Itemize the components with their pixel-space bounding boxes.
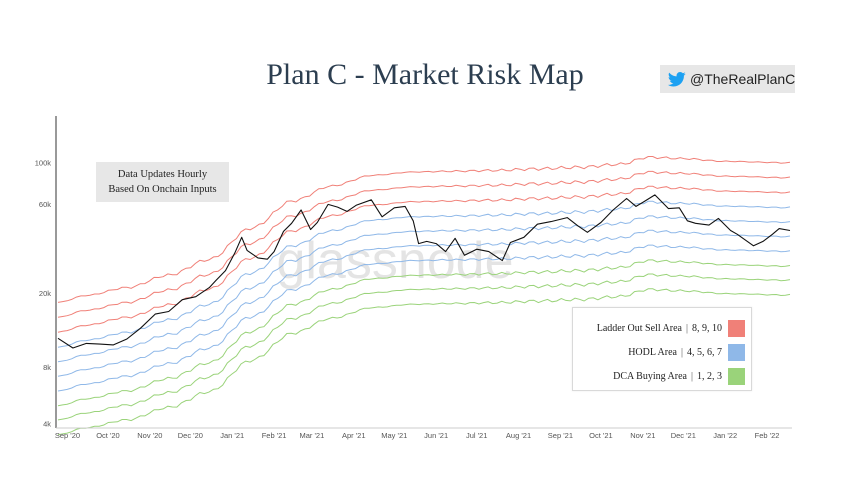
x-tick-label: Feb '22 <box>755 431 780 440</box>
x-tick-label: Oct '20 <box>96 431 120 440</box>
risk-band-9 <box>57 170 791 318</box>
x-tick-label: Nov '20 <box>137 431 162 440</box>
y-tick-label: 60k <box>39 200 51 209</box>
legend-swatch <box>728 343 745 361</box>
note-line-2: Based On Onchain Inputs <box>108 184 217 195</box>
x-tick-label: Dec '21 <box>671 431 696 440</box>
legend-item-dca: DCA Buying Area | 1, 2, 3 <box>613 366 745 386</box>
legend-label: Ladder Out Sell Area | 8, 9, 10 <box>596 322 722 334</box>
x-tick-label: Aug '21 <box>506 431 531 440</box>
x-tick-label: Dec '20 <box>178 431 203 440</box>
x-tick-label: Sep '20 <box>55 431 80 440</box>
legend-swatch <box>728 367 745 385</box>
x-tick-label: May '21 <box>381 431 407 440</box>
legend: Ladder Out Sell Area | 8, 9, 10 HODL Area |… <box>572 307 752 391</box>
x-tick-label: Nov '21 <box>630 431 655 440</box>
risk-band-4 <box>57 244 791 392</box>
legend-swatch <box>728 319 745 337</box>
legend-label: DCA Buying Area | 1, 2, 3 <box>613 370 722 382</box>
btc-price-line <box>57 194 791 349</box>
legend-item-sell: Ladder Out Sell Area | 8, 9, 10 <box>597 318 745 338</box>
note-line-1: Data Updates Hourly <box>117 169 208 180</box>
risk-band-1 <box>57 288 791 436</box>
y-tick-label: 20k <box>39 289 51 298</box>
chart-title: Plan C - Market Risk Map <box>266 58 584 91</box>
x-tick-label: Apr '21 <box>342 431 366 440</box>
x-tick-label: Jun '21 <box>424 431 448 440</box>
risk-band-6 <box>57 215 791 363</box>
risk-band-10 <box>57 156 791 303</box>
risk-band-7 <box>57 200 791 348</box>
risk-band-2 <box>57 273 791 421</box>
x-tick-label: Oct '21 <box>589 431 613 440</box>
twitter-handle-badge: @TheRealPlanC <box>660 65 795 93</box>
twitter-bird-icon <box>668 71 686 87</box>
y-axis-ticks: 4k 8k 20k 60k 100k <box>35 158 52 428</box>
update-note: Data Updates Hourly Based On Onchain Inp… <box>96 162 229 202</box>
twitter-handle-text: @TheRealPlanC <box>690 71 796 87</box>
y-tick-label: 8k <box>43 363 51 372</box>
x-tick-label: Feb '21 <box>262 431 287 440</box>
risk-band-5 <box>57 229 791 377</box>
x-tick-label: Jan '21 <box>220 431 244 440</box>
x-tick-label: Mar '21 <box>300 431 325 440</box>
y-tick-label: 4k <box>43 419 51 428</box>
y-tick-label: 100k <box>35 158 52 167</box>
risk-band-3 <box>57 259 791 407</box>
price-series <box>57 194 791 349</box>
x-tick-label: Sep '21 <box>548 431 573 440</box>
glassnode-watermark: glassnode <box>276 232 513 290</box>
legend-label: HODL Area | 4, 5, 6, 7 <box>628 346 722 358</box>
legend-item-hodl: HODL Area | 4, 5, 6, 7 <box>628 342 745 362</box>
x-axis-ticks: Sep '20 Oct '20 Nov '20 Dec '20 Jan '21 Feb '… <box>55 431 780 440</box>
x-tick-label: Jul '21 <box>466 431 487 440</box>
x-tick-label: Jan '22 <box>713 431 737 440</box>
